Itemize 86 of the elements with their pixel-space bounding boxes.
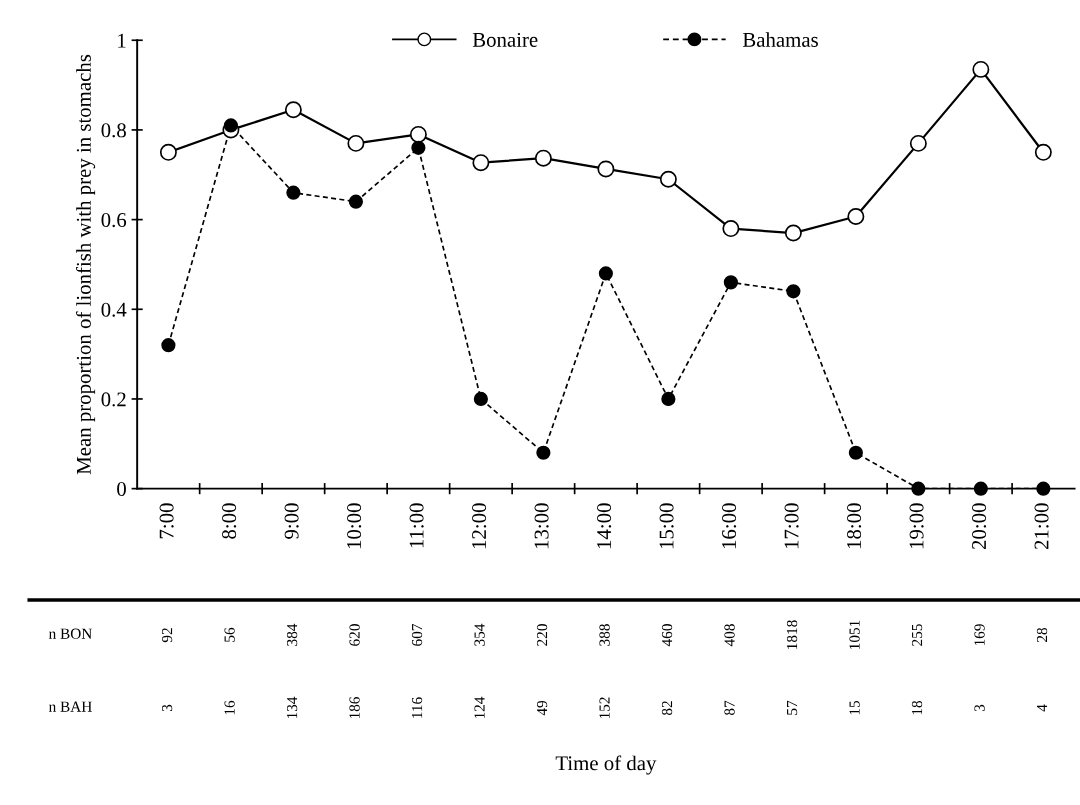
point — [784, 224, 802, 242]
point — [598, 266, 613, 281]
text: 15 — [849, 700, 860, 715]
x-tick-label: 18:00 — [847, 503, 862, 549]
legend-label: Bahamas — [742, 32, 818, 47]
text: 56 — [224, 627, 235, 642]
point — [723, 275, 738, 290]
x-tick-label: 13:00 — [534, 503, 549, 549]
y-tick-label: 0.4 — [101, 302, 127, 317]
point — [347, 134, 365, 152]
point — [348, 194, 363, 209]
text: 3 — [974, 704, 985, 712]
point — [659, 170, 677, 188]
x-tick-label: 17:00 — [784, 503, 799, 549]
point — [473, 391, 488, 407]
point — [1036, 481, 1051, 496]
text: 124 — [474, 696, 485, 719]
text: 620 — [349, 624, 360, 646]
y-tick-label: 0 — [117, 482, 126, 497]
text: 87 — [724, 700, 735, 716]
text: 169 — [974, 624, 985, 646]
x-tick-label: 9:00 — [284, 503, 299, 539]
x-tick-label: 19:00 — [909, 503, 924, 549]
text: 92 — [161, 628, 173, 643]
point — [1034, 143, 1052, 161]
point — [284, 101, 302, 119]
text: 4 — [1036, 704, 1048, 712]
x-tick-label: 14:00 — [597, 503, 612, 549]
text: 1051 — [849, 620, 860, 649]
text: 384 — [286, 623, 298, 646]
text: 388 — [599, 624, 610, 646]
y-tick-label: 1 — [118, 33, 126, 48]
x-tick-label: 10:00 — [347, 503, 362, 549]
text: 82 — [661, 701, 673, 716]
text: 116 — [411, 697, 423, 718]
point — [973, 481, 988, 496]
point — [409, 125, 427, 143]
point — [411, 140, 426, 155]
point — [223, 118, 238, 133]
x-tick-label: 15:00 — [659, 503, 674, 549]
x-tick-label: 20:00 — [972, 503, 987, 550]
text: 220 — [536, 624, 548, 646]
point — [911, 481, 926, 496]
point — [972, 60, 990, 78]
text: 186 — [349, 697, 360, 719]
text: 607 — [411, 623, 423, 646]
point — [597, 160, 615, 178]
text: 16 — [224, 700, 235, 715]
text: 460 — [661, 624, 673, 647]
y-axis-title: Mean proportion of lionfish with prey in stomachs — [75, 54, 96, 475]
x-tick-label: 12:00 — [472, 503, 487, 549]
point — [159, 143, 177, 161]
text: 354 — [474, 623, 485, 646]
x-tick-label: 11:00 — [409, 503, 424, 548]
point — [786, 284, 801, 299]
x-tick-label: 16:00 — [722, 503, 737, 549]
point — [909, 134, 927, 152]
point — [286, 185, 301, 200]
y-tick-label: 0.8 — [101, 123, 126, 138]
x-tick-label: 21:00 — [1034, 503, 1049, 550]
text: 49 — [536, 700, 548, 716]
point — [661, 391, 676, 407]
text: 408 — [724, 624, 735, 647]
text: n BAH — [48, 701, 92, 712]
x-tick-label: 7:00 — [159, 503, 174, 539]
point — [536, 445, 551, 460]
point — [847, 207, 865, 225]
text: 28 — [1036, 627, 1048, 642]
text: 3 — [161, 704, 173, 712]
text: 152 — [599, 697, 610, 719]
point — [722, 220, 740, 238]
text: 57 — [787, 700, 798, 715]
text: 18 — [911, 700, 923, 715]
text: Time of day — [555, 755, 657, 775]
legend-label: Bonaire — [472, 32, 538, 47]
point — [161, 338, 176, 353]
text: 134 — [286, 696, 298, 719]
text: 255 — [911, 624, 923, 646]
point — [472, 154, 490, 172]
point — [534, 149, 552, 167]
y-tick-label: 0.6 — [101, 212, 127, 228]
text: 1818 — [786, 620, 798, 649]
y-tick-label: 0.2 — [101, 392, 126, 407]
x-tick-label: 8:00 — [222, 503, 237, 539]
text: n BON — [48, 628, 92, 639]
point — [848, 445, 863, 460]
